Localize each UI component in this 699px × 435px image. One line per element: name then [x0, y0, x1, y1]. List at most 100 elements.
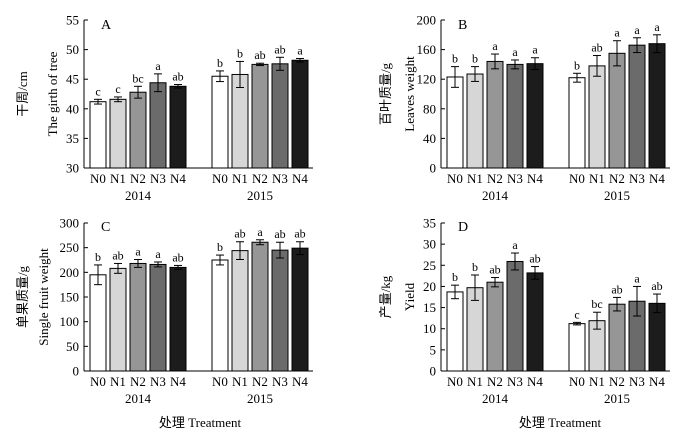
significance-letter: ab — [651, 279, 662, 293]
x-tick-label: N4 — [292, 171, 308, 186]
significance-letter: a — [634, 23, 640, 37]
significance-letter: a — [155, 247, 161, 261]
x-tick-label: N4 — [170, 374, 186, 389]
bar-n0-2014 — [89, 101, 107, 169]
y-tick-label: 100 — [60, 314, 80, 329]
y-axis-label-en: The girth of tree — [45, 51, 60, 136]
significance-letter: a — [654, 20, 660, 34]
significance-letter: a — [257, 225, 263, 239]
bar-n0-2015 — [211, 259, 229, 372]
x-tick-label: N3 — [629, 171, 645, 186]
y-tick-label: 80 — [423, 101, 436, 116]
panel-label: B — [458, 18, 467, 33]
y-tick-label: 50 — [66, 42, 79, 57]
bar-n3-2014 — [506, 63, 524, 169]
x-tick-label: N0 — [569, 171, 585, 186]
panel-label: A — [101, 18, 112, 33]
significance-letter: b — [574, 58, 580, 72]
bar-n3-2014 — [506, 260, 524, 372]
bar-n0-2014 — [446, 76, 464, 169]
bar-n4-2014 — [169, 85, 187, 169]
bar-n4-2015 — [291, 247, 309, 372]
x-tick-label: N1 — [589, 374, 605, 389]
group-label: 2014 — [482, 391, 509, 406]
significance-letter: ab — [112, 248, 123, 262]
x-tick-label: N2 — [252, 374, 268, 389]
bar-n4-2014 — [526, 63, 544, 169]
y-axis-label-cn: 产量/kg — [378, 275, 393, 318]
x-tick-label: N2 — [609, 374, 625, 389]
bar-n3-2014 — [149, 82, 167, 169]
x-tick-label: N2 — [130, 171, 146, 186]
y-tick-label: 30 — [66, 161, 79, 176]
x-tick-label: N3 — [629, 374, 645, 389]
significance-letter: ab — [254, 48, 265, 62]
y-axis-label-en: Yield — [402, 282, 417, 311]
bar-n1-2015 — [231, 250, 249, 372]
group-label: 2015 — [247, 391, 273, 406]
bar-n1-2014 — [109, 98, 127, 169]
x-tick-label: N1 — [232, 374, 248, 389]
x-tick-label: N0 — [569, 374, 585, 389]
x-tick-label: N0 — [90, 374, 106, 389]
y-tick-label: 150 — [60, 290, 80, 305]
x-tick-label: N4 — [527, 374, 543, 389]
bar-n2-2015 — [608, 52, 626, 169]
significance-letter: a — [512, 238, 518, 252]
significance-letter: c — [574, 307, 579, 321]
x-tick-label: N2 — [487, 374, 503, 389]
y-tick-label: 20 — [423, 279, 436, 294]
bar-n4-2015 — [648, 302, 666, 372]
significance-letter: b — [217, 240, 223, 254]
y-tick-label: 250 — [60, 240, 80, 255]
significance-letter: a — [532, 43, 538, 57]
x-tick-label: N0 — [447, 171, 463, 186]
significance-letter: a — [297, 43, 303, 57]
bar-n4-2015 — [291, 59, 309, 169]
y-tick-label: 25 — [423, 258, 436, 273]
x-tick-label: N2 — [487, 171, 503, 186]
y-tick-label: 300 — [60, 216, 80, 231]
x-tick-label: N4 — [527, 171, 543, 186]
significance-letter: a — [155, 59, 161, 73]
x-axis-title-right: 处理 Treatment — [519, 415, 602, 430]
bar-n2-2015 — [251, 241, 269, 372]
y-tick-label: 0 — [73, 364, 80, 379]
significance-letter: ab — [172, 70, 183, 84]
significance-letter: ab — [234, 227, 245, 241]
group-label: 2015 — [604, 188, 630, 203]
significance-letter: a — [512, 45, 518, 59]
bar-n1-2015 — [231, 73, 249, 169]
y-tick-label: 0 — [430, 364, 437, 379]
bar-n2-2014 — [486, 281, 504, 372]
bar-n3-2014 — [149, 263, 167, 372]
significance-letter: c — [115, 82, 120, 96]
significance-letter: b — [472, 260, 478, 274]
significance-letter: a — [492, 39, 498, 53]
y-tick-label: 55 — [66, 13, 79, 28]
significance-letter: ab — [489, 263, 500, 277]
group-label: 2014 — [125, 391, 152, 406]
significance-letter: a — [614, 26, 620, 40]
x-tick-label: N0 — [447, 374, 463, 389]
significance-letter: ab — [591, 41, 602, 55]
x-tick-label: N4 — [170, 171, 186, 186]
y-tick-label: 50 — [66, 339, 79, 354]
significance-letter: b — [452, 52, 458, 66]
y-tick-label: 45 — [66, 72, 79, 87]
significance-letter: b — [237, 46, 243, 60]
x-axis-title-left: 处理 Treatment — [159, 415, 242, 430]
bar-n2-2015 — [608, 303, 626, 372]
x-tick-label: N1 — [232, 171, 248, 186]
group-label: 2015 — [604, 391, 630, 406]
y-axis-label-cn: 百叶质量/g — [378, 62, 393, 125]
group-label: 2014 — [482, 188, 509, 203]
group-label: 2014 — [125, 188, 152, 203]
x-tick-label: N4 — [649, 374, 665, 389]
x-tick-label: N4 — [649, 171, 665, 186]
y-tick-label: 15 — [423, 300, 436, 315]
x-tick-label: N3 — [150, 374, 166, 389]
x-tick-label: N1 — [467, 171, 483, 186]
significance-letter: b — [217, 56, 223, 70]
